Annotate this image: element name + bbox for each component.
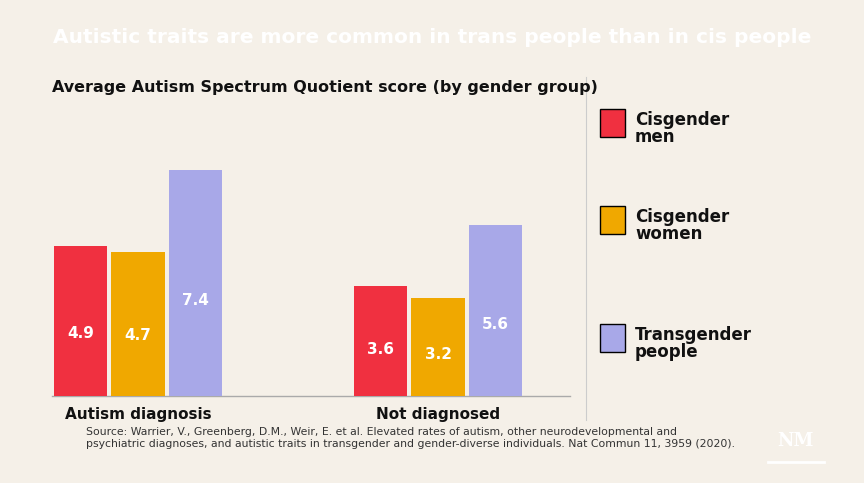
- Bar: [469, 225, 522, 396]
- Text: women: women: [635, 225, 702, 242]
- Text: 3.6: 3.6: [367, 342, 394, 357]
- Text: 5.6: 5.6: [482, 317, 509, 332]
- Text: Cisgender: Cisgender: [635, 111, 729, 129]
- Text: 7.4: 7.4: [182, 294, 209, 309]
- Text: people: people: [635, 343, 699, 361]
- Bar: [168, 170, 222, 396]
- Text: NM: NM: [778, 432, 814, 450]
- Text: Average Autism Spectrum Quotient score (by gender group): Average Autism Spectrum Quotient score (…: [52, 80, 598, 95]
- Text: 4.7: 4.7: [124, 328, 151, 343]
- Text: Transgender: Transgender: [635, 326, 752, 344]
- Bar: [54, 246, 107, 396]
- Text: 4.9: 4.9: [67, 326, 94, 341]
- Bar: [111, 252, 165, 396]
- Bar: [411, 298, 465, 396]
- Text: Source: Warrier, V., Greenberg, D.M., Weir, E. et al. Elevated rates of autism, : Source: Warrier, V., Greenberg, D.M., We…: [86, 427, 735, 449]
- Bar: [354, 286, 407, 396]
- Text: Cisgender: Cisgender: [635, 208, 729, 226]
- Text: men: men: [635, 128, 676, 146]
- Text: 3.2: 3.2: [424, 347, 452, 362]
- Text: Autistic traits are more common in trans people than in cis people: Autistic traits are more common in trans…: [53, 28, 811, 47]
